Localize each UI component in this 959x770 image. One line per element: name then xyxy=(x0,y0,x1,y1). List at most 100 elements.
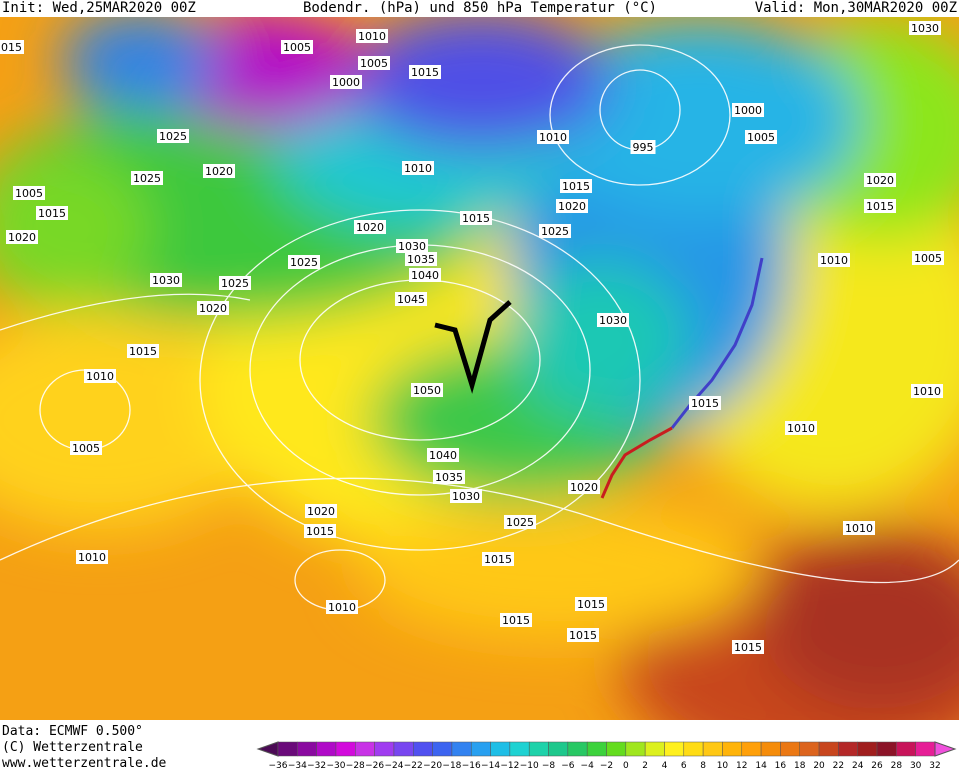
isobar-label: 1020 xyxy=(199,302,227,315)
legend-swatch xyxy=(625,741,646,757)
isobar-label-box xyxy=(732,640,764,654)
isobar-label: 1010 xyxy=(86,370,114,383)
legend-swatch xyxy=(355,741,375,757)
isobar-label-box xyxy=(203,164,235,178)
isobar-label: 1015 xyxy=(866,200,894,213)
legend-swatch xyxy=(876,741,897,757)
isobar-label: 1015 xyxy=(569,629,597,642)
legend-swatch xyxy=(490,741,511,757)
color-legend: −36 −34 −32 −30 −28 −26 −24 −22 −20 −18 −16 −14 −12−… xyxy=(256,741,957,770)
isobar-label: 1015 xyxy=(691,397,719,410)
isobar-label-box xyxy=(356,29,388,43)
isobar-label: 1015 xyxy=(411,66,439,79)
legend-label: −26 xyxy=(365,761,384,770)
legend-label: 6 xyxy=(681,761,687,770)
isobar-label: 1015 xyxy=(577,598,605,611)
isobar-label: 1015 xyxy=(462,212,490,225)
isobar-label: 1015 xyxy=(129,345,157,358)
isobar-label-box xyxy=(288,255,320,269)
legend-swatch xyxy=(451,741,472,757)
legend-label: −18 xyxy=(442,761,461,770)
isobar-label: 1010 xyxy=(845,522,873,535)
valid-time: Valid: Mon,30MAR2020 00Z xyxy=(755,0,957,16)
isobar-label-box xyxy=(482,552,514,566)
isobar-label-box xyxy=(305,504,337,518)
isobar-label: 1025 xyxy=(290,256,318,269)
legend-label: −32 xyxy=(307,761,326,770)
legend-swatch xyxy=(683,741,704,757)
legend-label: 30 xyxy=(910,761,922,770)
isobar-label: 1020 xyxy=(205,165,233,178)
legend-swatch xyxy=(413,741,433,757)
isobar-label-box xyxy=(500,613,532,627)
isobar-label-box xyxy=(450,489,482,503)
isobar-label: 1015 xyxy=(734,641,762,654)
legend-label: 32 xyxy=(929,761,940,770)
isobar-label-box xyxy=(402,161,434,175)
legend-label: −12 xyxy=(500,761,519,770)
isobar-label-box xyxy=(843,521,875,535)
isobar-label-box xyxy=(409,65,441,79)
legend-swatch xyxy=(838,741,858,757)
isobar-label: 1015 xyxy=(562,180,590,193)
legend-swatch xyxy=(586,741,607,757)
isobar-label-box xyxy=(409,268,441,282)
isobar-label: 1030 xyxy=(152,274,180,287)
isobar-label-box xyxy=(0,40,24,54)
isobar-label: 1010 xyxy=(539,131,567,144)
isobar-label: 1045 xyxy=(397,293,425,306)
isobar-label: 1020 xyxy=(558,200,586,213)
isobar-label-box xyxy=(732,103,764,117)
legend-swatch xyxy=(509,741,530,757)
legend-label: 0 xyxy=(623,761,629,770)
isobar-label: 1030 xyxy=(398,240,426,253)
isobar-label: 1035 xyxy=(435,471,463,484)
isobar-label-box xyxy=(427,448,459,462)
legend-label: 26 xyxy=(871,761,883,770)
isobar-label: 995 xyxy=(633,141,654,154)
legend-label: −14 xyxy=(481,761,500,770)
isobar-label: 1020 xyxy=(8,231,36,244)
legend-swatch xyxy=(760,741,781,757)
legend-swatch xyxy=(316,741,337,757)
legend-swatch xyxy=(799,741,820,757)
isobar-label: 1025 xyxy=(541,225,569,238)
isobar-label-box xyxy=(689,396,721,410)
isobar-label: 1000 xyxy=(332,76,360,89)
isobar-label: 1015 xyxy=(306,525,334,538)
isobar-label: 1010 xyxy=(78,551,106,564)
isobar-label-box xyxy=(537,130,569,144)
legend-swatch xyxy=(567,741,588,757)
isobar-label-box xyxy=(127,344,159,358)
legend-label: −24 xyxy=(384,761,403,770)
isobar-label-box xyxy=(330,75,362,89)
legend-swatch xyxy=(432,741,453,757)
isobar-label: 1025 xyxy=(133,172,161,185)
isobar-label-box xyxy=(36,206,68,220)
copyright: (C) Wetterzentrale xyxy=(2,740,143,755)
isobar-label: 1040 xyxy=(429,449,457,462)
isobar-label-box xyxy=(150,273,182,287)
legend-swatch xyxy=(664,741,685,757)
isobar-label: 1005 xyxy=(283,41,311,54)
isobar-label-box xyxy=(575,597,607,611)
legend-label: −30 xyxy=(326,761,345,770)
legend-label: 10 xyxy=(717,761,729,770)
legend-label: −20 xyxy=(423,761,442,770)
isobar-labels: 1005 1010 1005 1015 1000 1015 1025 1025 1020 1010… xyxy=(0,21,944,654)
isobar-label: 1010 xyxy=(787,422,815,435)
legend-swatch xyxy=(896,741,916,757)
isobar-label: 1030 xyxy=(452,490,480,503)
map-title: Bodendr. (hPa) und 850 hPa Temperatur (°… xyxy=(303,0,657,16)
isobar-label-box xyxy=(556,199,588,213)
isobar-label-box xyxy=(76,550,108,564)
legend-label: 22 xyxy=(833,761,844,770)
isobar-label: 1005 xyxy=(747,131,775,144)
isobar-label: 1005 xyxy=(360,57,388,70)
legend-swatch xyxy=(915,741,936,757)
isobar-label: 1025 xyxy=(221,277,249,290)
legend-label: −34 xyxy=(288,761,307,770)
isobar-label: 1015 xyxy=(502,614,530,627)
legend-swatch xyxy=(528,741,549,757)
